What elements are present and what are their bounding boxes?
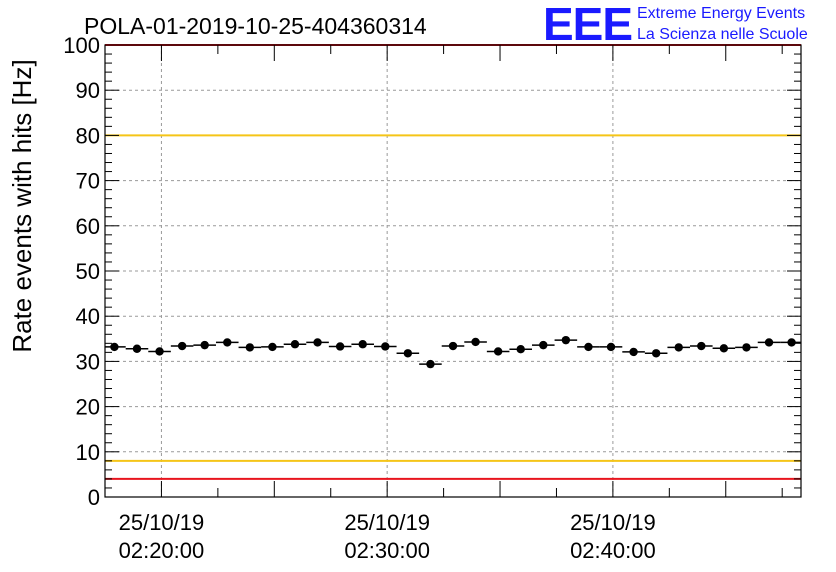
x-tick-label-date: 25/10/19 [570, 510, 656, 535]
x-tick-label-date: 25/10/19 [119, 510, 205, 535]
y-tick-label: 0 [88, 485, 100, 510]
data-point [742, 343, 751, 352]
y-tick-label: 10 [76, 440, 100, 465]
data-point [290, 340, 300, 349]
data-point [606, 342, 616, 352]
logo-mark: EEE [543, 0, 632, 50]
data-point [493, 347, 503, 356]
data-point [358, 340, 367, 349]
data-series [105, 335, 801, 369]
data-point [426, 359, 435, 369]
y-tick-label: 100 [63, 33, 100, 58]
y-tick-label: 60 [76, 214, 100, 239]
data-point [787, 338, 796, 347]
x-tick-label-date: 25/10/19 [344, 510, 430, 535]
y-axis-title: Rate events with hits [Hz] [7, 59, 37, 352]
data-point [471, 337, 480, 347]
data-point [268, 342, 277, 352]
x-tick-label-time: 02:20:00 [119, 538, 205, 563]
logo-line2: La Scienza nelle Scuole [637, 26, 808, 43]
data-point [561, 335, 571, 345]
data-point [223, 338, 232, 347]
y-axis: 0 10 20 30 40 50 60 70 80 90 100 [63, 33, 801, 510]
y-tick-label: 80 [76, 123, 100, 148]
data-point [764, 338, 774, 347]
data-point [381, 342, 390, 351]
x-axis: 25/10/19 02:20:00 25/10/19 02:30:00 25/10/19… [104, 45, 783, 563]
data-point [448, 341, 458, 351]
data-point [539, 340, 548, 350]
y-tick-label: 40 [76, 304, 100, 329]
data-point [132, 344, 142, 353]
data-point [629, 347, 638, 357]
logo-line1: Extreme Energy Events [637, 5, 805, 22]
data-point [313, 338, 322, 347]
data-point [584, 342, 593, 352]
data-point [335, 342, 345, 351]
data-point [110, 342, 119, 352]
y-tick-label: 20 [76, 395, 100, 420]
y-tick-label: 50 [76, 259, 100, 284]
x-tick-label-time: 02:30:00 [344, 538, 430, 563]
y-tick-label: 30 [76, 349, 100, 374]
y-tick-label: 90 [76, 78, 100, 103]
eee-logo: EEE Extreme Energy Events La Scienza nel… [543, 0, 808, 50]
data-point [516, 344, 525, 354]
data-point [200, 340, 209, 350]
data-point [403, 349, 413, 358]
data-point [719, 344, 729, 353]
data-point [177, 341, 187, 351]
chart-title: POLA-01-2019-10-25-404360314 [84, 13, 427, 39]
data-point [651, 349, 661, 358]
grid [105, 45, 801, 497]
reference-lines [105, 44, 801, 480]
data-point [245, 343, 255, 352]
x-tick-label-time: 02:40:00 [570, 538, 656, 563]
data-point [697, 341, 706, 351]
data-point [155, 347, 164, 356]
data-point [674, 343, 683, 352]
y-tick-label: 70 [76, 169, 100, 194]
